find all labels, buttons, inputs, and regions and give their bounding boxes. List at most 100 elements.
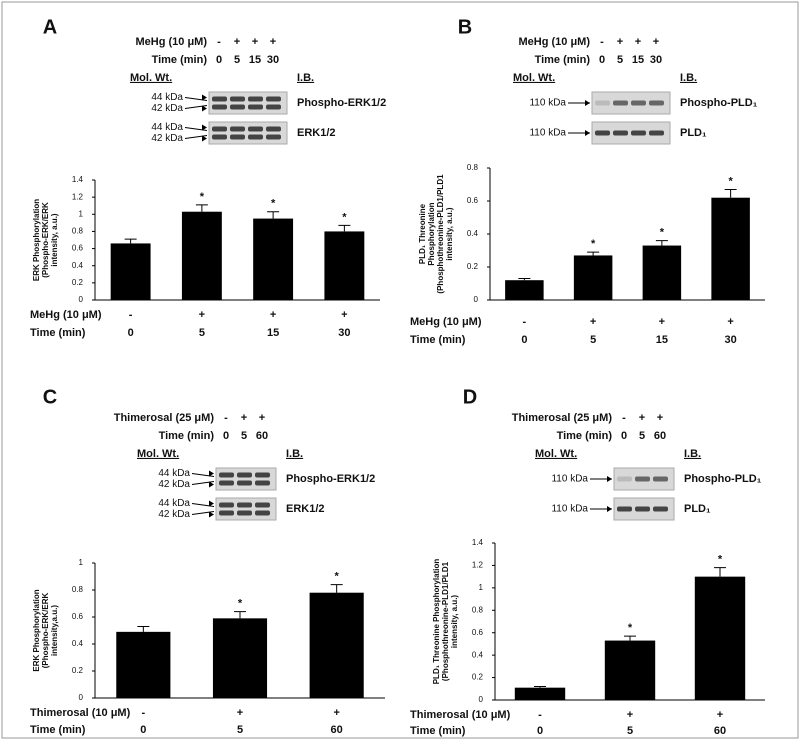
arrow	[191, 473, 215, 477]
bar	[253, 218, 294, 300]
blot-band	[595, 100, 610, 106]
error-bar	[124, 238, 137, 244]
error-bar	[195, 204, 208, 212]
mol-wt: 42 kDa	[151, 133, 183, 144]
panel-letter: D	[463, 386, 477, 408]
blot-image	[215, 497, 277, 521]
y-tick-label: 0.8	[72, 585, 84, 594]
blot-time-label: Time (min)	[557, 430, 613, 442]
y-axis-label: PLD₁ Threonine	[418, 203, 427, 264]
panel-letter: B	[458, 16, 472, 38]
blot-time-label: Time (min)	[535, 54, 591, 66]
blot-lane-time: 0	[216, 54, 222, 66]
blot-band	[266, 134, 281, 140]
y-tick-label: 0.2	[472, 673, 484, 682]
error-bar	[534, 686, 546, 688]
error-bar	[724, 188, 737, 198]
blot-lane-time: 5	[639, 430, 645, 442]
blot-band	[237, 480, 252, 486]
bar	[573, 255, 613, 300]
mol-wt-label: Mol. Wt.	[513, 72, 555, 84]
arrow	[184, 97, 208, 101]
antibody: Phospho-PLD₁	[684, 473, 762, 485]
x-row-value: -	[141, 707, 145, 719]
x-row-value: +	[627, 709, 633, 721]
blot-band	[237, 502, 252, 508]
y-tick-label: 0.8	[467, 163, 479, 172]
x-tick-label: 60	[331, 724, 343, 736]
blot-band	[219, 502, 234, 508]
blot-band	[248, 134, 263, 140]
y-tick-label: 0.6	[72, 244, 84, 253]
y-tick-label: 1.4	[72, 175, 84, 184]
x-tick-label: 15	[656, 334, 668, 346]
blot-band	[653, 506, 668, 512]
bar	[505, 280, 544, 300]
mol-wt: 110 kDa	[529, 98, 566, 109]
y-tick-label: 0.6	[467, 196, 479, 205]
y-tick-label: 0	[474, 295, 479, 304]
error-bar	[655, 240, 668, 246]
blot-band	[219, 510, 234, 516]
y-tick-label: 0.6	[72, 612, 84, 621]
y-tick-label: 0	[479, 695, 484, 704]
y-tick-label: 0.8	[72, 227, 84, 236]
error-bar	[338, 224, 351, 232]
blot-lane-treatment: +	[252, 36, 258, 48]
x-row-value: +	[590, 316, 596, 328]
blot-band	[230, 96, 245, 102]
y-axis-label: intensity, a.u.)	[50, 213, 59, 267]
significance-star: *	[718, 554, 723, 566]
blot-band	[613, 100, 628, 106]
x-tick-label: 30	[725, 334, 737, 346]
blot-band	[631, 130, 646, 136]
blot-time-label: Time (min)	[152, 54, 208, 66]
significance-star: *	[200, 191, 205, 203]
significance-star: *	[271, 198, 276, 210]
x-tick-label: 15	[267, 327, 279, 339]
x-tick-label: 0	[128, 327, 134, 339]
y-tick-label: 1.2	[472, 561, 484, 570]
bar	[212, 618, 268, 698]
x-row-label: Time (min)	[410, 334, 466, 346]
x-row-value: -	[523, 316, 527, 328]
blot-band	[266, 96, 281, 102]
x-row-value: +	[270, 309, 276, 321]
mol-wt: 110 kDa	[529, 128, 566, 139]
error-bar	[587, 251, 600, 256]
blot-band	[653, 476, 668, 482]
x-row-label: Time (min)	[30, 327, 86, 339]
mol-wt: 42 kDa	[151, 103, 183, 114]
arrow	[191, 503, 215, 507]
blot-lane-treatment: +	[617, 36, 623, 48]
error-bar	[330, 584, 343, 593]
x-row-label: Time (min)	[30, 724, 86, 736]
x-tick-label: 5	[590, 334, 596, 346]
arrow	[184, 105, 208, 109]
blot-band	[212, 104, 227, 110]
arrow-head	[209, 470, 214, 477]
blot-band	[631, 100, 646, 106]
mol-wt: 42 kDa	[158, 509, 190, 520]
y-tick-label: 1.4	[472, 538, 484, 547]
y-axis-label: ERK Phosphorylation	[32, 589, 41, 671]
mol-wt-label: Mol. Wt.	[535, 448, 577, 460]
significance-star: *	[660, 227, 665, 239]
blot-treatment: Thimerosal (25 μM)	[114, 412, 215, 424]
y-axis-label: PLD₁ Threonine Phosphorylation	[432, 559, 441, 685]
blot-lane-treatment: -	[600, 36, 604, 48]
blot-band	[635, 506, 650, 512]
significance-star: *	[728, 175, 733, 187]
blot-band	[255, 480, 270, 486]
arrow-head	[585, 100, 590, 106]
mol-wt-label: Mol. Wt.	[130, 72, 172, 84]
blot-treatment: MeHg (10 μM)	[518, 36, 590, 48]
y-tick-label: 1	[79, 558, 84, 567]
x-row-value: +	[199, 309, 205, 321]
blot-lane-treatment: +	[635, 36, 641, 48]
blot-band	[635, 476, 650, 482]
blot-band	[248, 126, 263, 132]
x-row-label: Thimerosal (10 μM)	[30, 707, 131, 719]
x-tick-label: 5	[237, 724, 243, 736]
blot-lane-time: 15	[632, 54, 644, 66]
